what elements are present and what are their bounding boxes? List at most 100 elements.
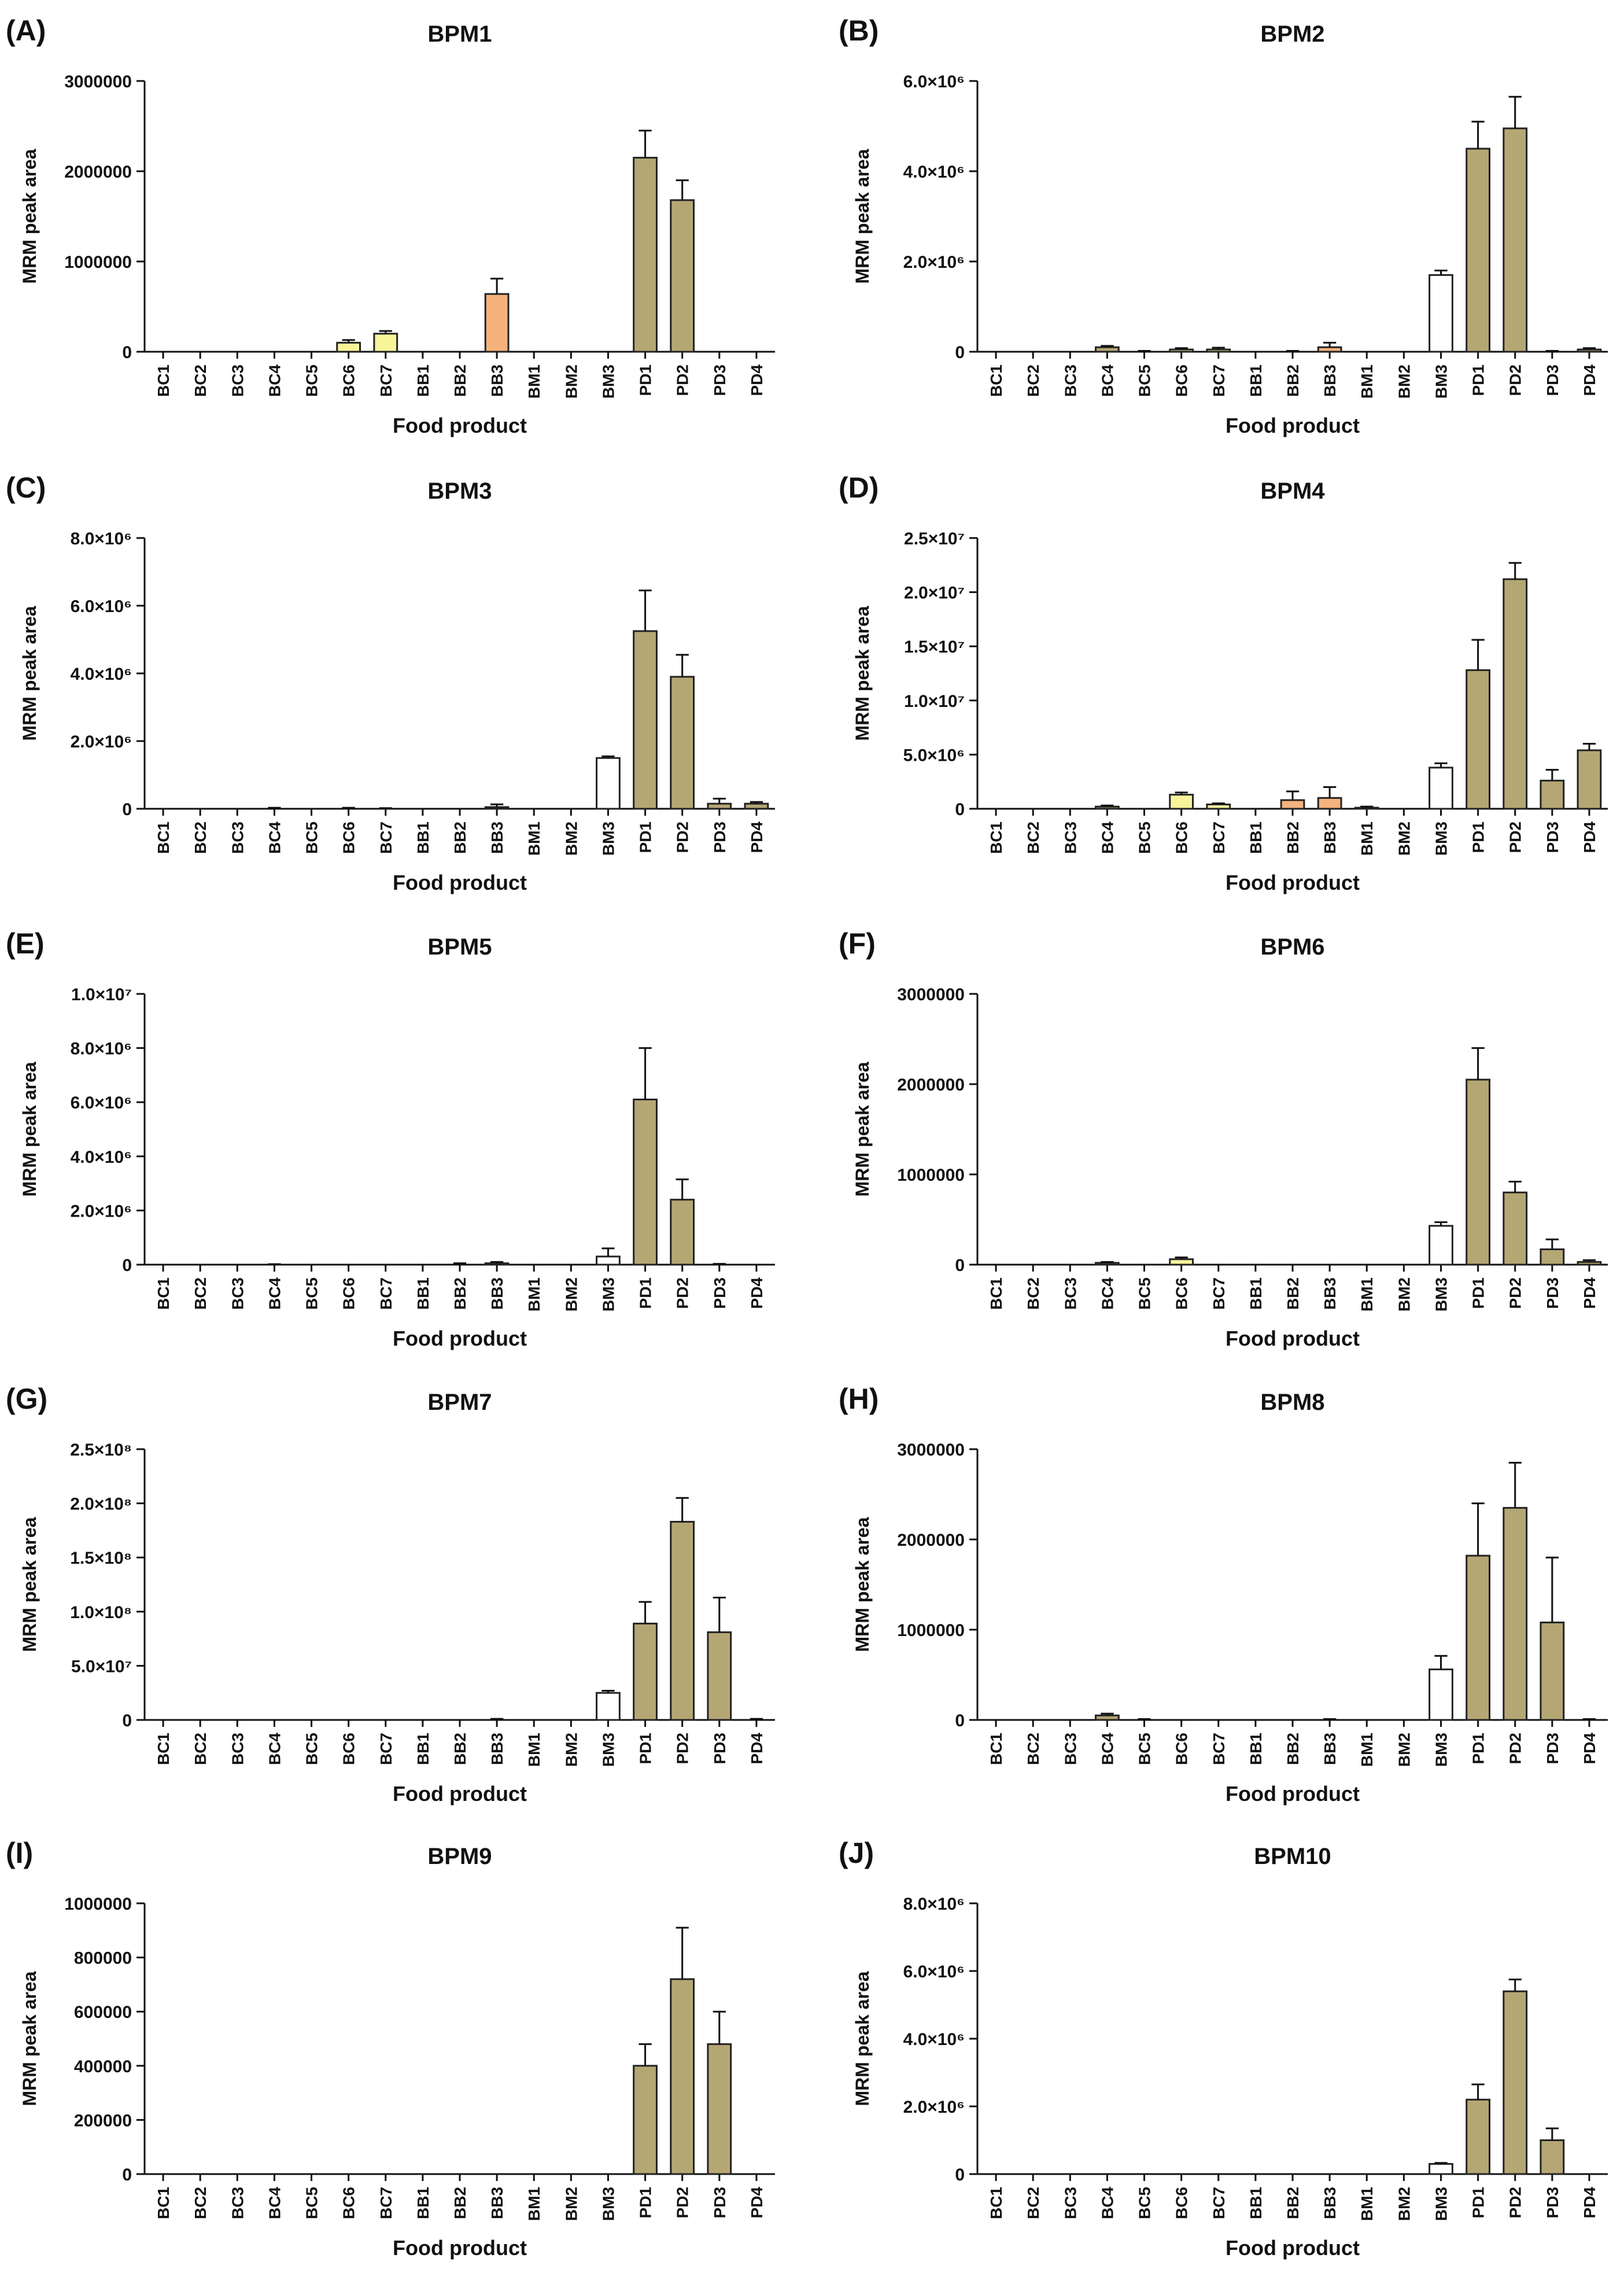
chart-title: BPM3 <box>427 478 492 504</box>
x-tick-label-bc4: BC4 <box>1098 364 1116 397</box>
x-axis-label: Food product <box>1226 871 1360 894</box>
x-tick-label-bc4: BC4 <box>265 1277 283 1310</box>
y-tick-label: 1000000 <box>897 1621 965 1640</box>
bar-pd2 <box>1503 1506 1528 1721</box>
x-tick-label-pd1: PD1 <box>637 821 655 853</box>
chart-title: BPM5 <box>427 934 492 960</box>
y-tick-label: 2.5×10⁸ <box>70 1441 132 1460</box>
bar-bb3 <box>484 806 510 810</box>
bar-pd1 <box>633 1099 658 1266</box>
x-tick-label-pd3: PD3 <box>711 2187 729 2218</box>
x-tick-label-bc1: BC1 <box>154 364 172 397</box>
x-tick-label-pd1: PD1 <box>1470 1277 1488 1309</box>
x-tick-label-bb3: BB3 <box>1321 364 1339 397</box>
x-tick-label-bm3: BM3 <box>1432 2187 1450 2221</box>
x-tick-label-bc7: BC7 <box>377 1733 395 1765</box>
x-tick-label-bc6: BC6 <box>1173 364 1191 397</box>
bar-bm3 <box>1429 767 1453 810</box>
x-tick-label-bc6: BC6 <box>1173 821 1191 854</box>
chart-panel-bpm2: (B) BPM2 0 2.0×10⁶ 4.0×10⁶ 6.0×10⁶ MRM peak ar… <box>839 14 1608 437</box>
x-tick-label-bc3: BC3 <box>228 1277 246 1310</box>
y-tick-label: 8.0×10⁶ <box>71 1040 132 1059</box>
x-tick-label-bb2: BB2 <box>451 821 469 854</box>
y-axis-label: MRM peak area <box>19 1517 40 1652</box>
x-tick-label-bc1: BC1 <box>154 821 172 854</box>
y-tick-label: 1.5×10⁸ <box>70 1549 132 1568</box>
x-tick-label-bm2: BM2 <box>1395 2187 1413 2221</box>
y-tick-label: 200000 <box>74 2111 132 2130</box>
panel-label: (D) <box>839 471 879 504</box>
bar-bb3 <box>1317 346 1342 353</box>
y-tick-label: 5.0×10⁶ <box>903 746 965 765</box>
y-tick-label: 6.0×10⁶ <box>71 1093 132 1112</box>
x-tick-label-bc3: BC3 <box>1061 364 1079 397</box>
x-tick-label-bm1: BM1 <box>1358 2187 1376 2221</box>
x-tick-label-bm3: BM3 <box>1432 364 1450 399</box>
y-tick-label: 1000000 <box>64 1895 132 1914</box>
y-tick-label: 0 <box>955 1256 965 1275</box>
panel-label: (A) <box>6 14 46 47</box>
y-tick-label: 5.0×10⁷ <box>71 1657 132 1676</box>
y-tick-label: 4.0×10⁶ <box>903 163 965 182</box>
chart-panel-bpm1: (A) BPM1 0 1000000 2000000 3000000 MRM peak ar… <box>6 14 775 437</box>
bar-pd3 <box>707 2043 732 2175</box>
bar-bc6 <box>1169 1258 1194 1266</box>
y-tick-label: 0 <box>122 1711 132 1730</box>
chart-panel-bpm8: (H) BPM8 0 1000000 2000000 3000000 MRM peak ar… <box>839 1383 1608 1806</box>
x-tick-label-bc2: BC2 <box>1024 1277 1042 1310</box>
x-tick-label-bc4: BC4 <box>1098 1733 1116 1765</box>
x-tick-label-bc2: BC2 <box>191 1277 209 1310</box>
bar-pd3 <box>1540 1248 1565 1266</box>
y-axis-label: MRM peak area <box>852 1062 873 1196</box>
y-tick-label: 2000000 <box>897 1075 965 1095</box>
y-tick-label: 0 <box>955 1711 965 1730</box>
y-axis-label: MRM peak area <box>852 606 873 741</box>
panel-label: (E) <box>6 927 45 960</box>
panel-label: (J) <box>839 1837 874 1869</box>
x-tick-label-bb1: BB1 <box>414 364 432 397</box>
x-tick-label-bb1: BB1 <box>414 821 432 854</box>
x-tick-label-pd1: PD1 <box>637 1733 655 1764</box>
x-tick-label-bc5: BC5 <box>1136 1733 1154 1765</box>
x-tick-label-bc3: BC3 <box>228 2187 246 2219</box>
x-tick-label-pd3: PD3 <box>1544 1277 1562 1309</box>
x-tick-label-pd2: PD2 <box>674 2187 692 2218</box>
x-tick-label-pd2: PD2 <box>674 1733 692 1764</box>
x-tick-label-bm2: BM2 <box>562 1733 580 1767</box>
y-tick-label: 6.0×10⁶ <box>903 1962 965 1981</box>
x-tick-label-bm2: BM2 <box>562 821 580 856</box>
x-axis-label: Food product <box>1226 414 1360 437</box>
x-tick-label-bc7: BC7 <box>1210 364 1228 397</box>
x-tick-label-bc5: BC5 <box>303 1733 321 1765</box>
y-tick-label: 0 <box>122 800 132 819</box>
x-tick-label-pd4: PD4 <box>1581 1733 1599 1764</box>
x-tick-label-pd1: PD1 <box>1470 364 1488 396</box>
y-axis-label: MRM peak area <box>19 149 40 283</box>
x-tick-label-bm1: BM1 <box>525 364 543 399</box>
x-tick-label-bb2: BB2 <box>451 1733 469 1765</box>
x-tick-label-bb3: BB3 <box>1321 821 1339 854</box>
y-tick-label: 1.0×10⁷ <box>71 985 132 1004</box>
x-tick-label-bb2: BB2 <box>451 1277 469 1310</box>
x-tick-label-pd2: PD2 <box>674 821 692 853</box>
x-tick-label-bb3: BB3 <box>488 821 506 854</box>
y-tick-label: 6.0×10⁶ <box>71 597 132 616</box>
bar-bc4 <box>1095 1262 1120 1266</box>
x-tick-label-bc2: BC2 <box>1024 364 1042 397</box>
x-tick-label-bc2: BC2 <box>1024 2187 1042 2219</box>
y-tick-label: 0 <box>955 343 965 362</box>
x-tick-label-bc3: BC3 <box>228 364 246 397</box>
bar-bc6 <box>1169 348 1194 353</box>
x-tick-label-pd4: PD4 <box>748 1733 766 1764</box>
bar-pd4 <box>744 802 769 810</box>
x-axis-label: Food product <box>393 1327 527 1350</box>
chart-title: BPM2 <box>1260 21 1324 47</box>
x-tick-label-bb1: BB1 <box>1247 1277 1265 1310</box>
x-tick-label-bc4: BC4 <box>1098 2187 1116 2219</box>
x-tick-label-pd2: PD2 <box>1507 364 1525 396</box>
bar-bm3 <box>1429 274 1453 353</box>
bar-bc6 <box>336 341 361 353</box>
panel-label: (H) <box>839 1383 879 1415</box>
